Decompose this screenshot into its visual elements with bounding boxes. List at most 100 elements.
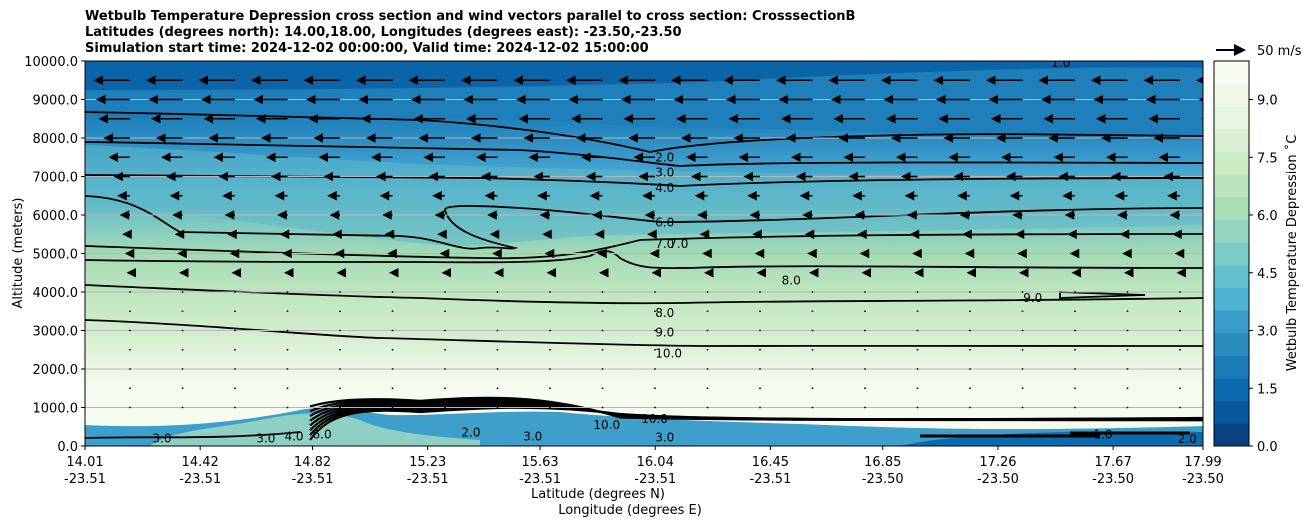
contour-label: 6.0 (655, 216, 674, 230)
x-tick-label-lat: 17.67 (1095, 455, 1132, 470)
wind-vector (654, 387, 656, 390)
colorbar-tick-label: 9.0 (1257, 94, 1278, 109)
y-tick-label: 8000.0 (33, 132, 79, 147)
colorbar-label: Wetbulb Temperature Depression ˚C (1284, 135, 1300, 372)
wind-vector (916, 310, 919, 313)
wind-vector (549, 368, 551, 370)
y-tick-label: 6000.0 (33, 209, 79, 224)
contour-label: 4.0 (284, 429, 303, 443)
contour-line (920, 431, 1190, 438)
wind-vector (339, 368, 341, 370)
wind-vector (759, 310, 761, 313)
wind-vector (811, 329, 814, 332)
contour-label: 10.0 (593, 418, 620, 432)
x-tick-label-lat: 14.42 (182, 455, 219, 470)
wind-vector (969, 310, 971, 313)
x-tick-label-lat: 17.99 (1184, 455, 1221, 470)
wind-vector (811, 387, 814, 390)
x-tick-label-lon: -23.51 (179, 472, 221, 487)
colorbar-tick-label: 7.5 (1257, 151, 1278, 166)
chart-subtitle-times: Simulation start time: 2024-12-02 00:00:… (85, 41, 649, 56)
colorbar (1214, 61, 1249, 447)
wind-vector (654, 406, 656, 409)
colorbar-segment (1214, 242, 1249, 266)
wind-vector (706, 348, 709, 351)
wind-vector (496, 310, 499, 313)
wind-vector (496, 348, 499, 351)
wind-vector (706, 310, 709, 313)
contour-line (1059, 291, 1146, 299)
wind-vector (129, 329, 131, 332)
wind-vector (234, 348, 236, 351)
wind-vector (601, 329, 604, 332)
wind-vector (706, 368, 709, 370)
wind-vector (706, 406, 709, 409)
wind-vector (391, 368, 394, 370)
wind-vector (286, 387, 289, 390)
wind-vector (864, 291, 866, 293)
contour-label: 8.0 (782, 273, 801, 287)
wind-vector (339, 348, 341, 351)
wind-vector (549, 291, 551, 293)
wind-vector (391, 291, 394, 293)
wind-vector (549, 387, 551, 390)
wind-vector (969, 291, 971, 293)
chart-subtitle-coords: Latitudes (degrees north): 14.00,18.00, … (85, 25, 682, 40)
wind-vector (916, 329, 919, 332)
x-axis-label-lat: Latitude (degrees N) (531, 487, 665, 502)
wind-vector (811, 310, 814, 313)
wind-vector (129, 368, 131, 370)
wind-vectors (93, 75, 1203, 409)
wind-vector (444, 348, 446, 351)
wind-vector (706, 329, 709, 332)
contour-labels: 2.03.04.06.07.07.08.09.010.08.09.01.010.… (152, 56, 1196, 446)
wind-vector (601, 406, 604, 409)
wind-vector (864, 406, 866, 409)
wind-vector (916, 368, 919, 370)
wind-vector (1126, 329, 1129, 332)
contour-label: 1.0 (1051, 56, 1070, 70)
wind-vector (654, 368, 656, 370)
colorbar-tick-label: 3.0 (1257, 325, 1278, 340)
y-axis: 0.0 1000.0 2000.0 3000.0 4000.0 5000.0 6000.0 7… (24, 55, 85, 455)
contour-label: 7.0 (655, 237, 674, 251)
colorbar-segment (1214, 174, 1249, 198)
wind-vector (1021, 348, 1024, 351)
contour-label: 2.0 (461, 426, 480, 440)
x-tick-label-lat: 14.01 (66, 455, 103, 470)
wind-vector (864, 368, 866, 370)
colorbar-segment (1214, 423, 1249, 447)
wind-vector (1021, 368, 1024, 370)
wind-vector (864, 310, 866, 313)
contour-label: 6.0 (313, 427, 332, 441)
colorbar-segment (1214, 400, 1249, 424)
wind-vector (1126, 310, 1129, 313)
wind-vector (1126, 348, 1129, 351)
colorbar-segment (1214, 378, 1249, 402)
wind-vector (181, 368, 184, 370)
wind-vector (444, 406, 446, 409)
x-tick-label-lat: 16.45 (752, 455, 789, 470)
wind-vector (811, 368, 814, 370)
x-tick-label-lat: 15.63 (521, 455, 558, 470)
wind-vector (1021, 291, 1024, 293)
wind-vector (969, 387, 971, 390)
contour-line (85, 195, 1203, 250)
wind-vector (391, 387, 394, 390)
wind-vector (496, 406, 499, 409)
colorbar-segment (1214, 264, 1249, 288)
colorbar-segment (1214, 332, 1249, 356)
wind-vector (181, 406, 184, 409)
colorbar-ticks: 0.0 1.5 3.0 4.5 6.0 7.5 9.0 (1249, 94, 1278, 455)
wind-vector (811, 406, 814, 409)
x-tick-label-lon: -23.51 (292, 472, 334, 487)
y-tick-label: 7000.0 (33, 171, 79, 186)
wind-vector (391, 329, 394, 332)
wind-vector (1179, 368, 1181, 370)
wind-vector (444, 387, 446, 390)
wind-vector (969, 348, 971, 351)
wind-vector (286, 310, 289, 313)
wind-vector (759, 368, 761, 370)
wind-vector (1074, 387, 1076, 390)
colorbar-frame (1213, 60, 1250, 447)
